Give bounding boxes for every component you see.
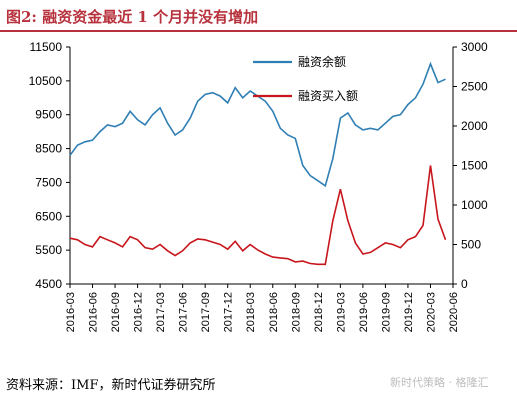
legend-label: 融资买入额 — [298, 89, 358, 103]
figure-title: 图2: 融资资金最近 1 个月并没有增加 — [6, 8, 259, 26]
line-chart: 4500 5500 6500 7500 8500 9500 10500 11500 0 500 1… — [29, 40, 488, 332]
left-tick-label: 11500 — [30, 40, 63, 54]
left-tick-label: 5500 — [35, 243, 62, 257]
right-axis-ticks: 0 500 1000 1500 2000 2500 3000 — [453, 40, 488, 291]
series-line-balance — [69, 61, 446, 188]
x-tick-label: 2017-12 — [223, 292, 235, 332]
x-tick-label: 2019-12 — [403, 292, 415, 332]
left-tick-label: 8500 — [35, 142, 62, 156]
x-tick-label: 2016-12 — [133, 292, 145, 332]
left-tick-label: 9500 — [35, 108, 62, 122]
left-tick-label: 7500 — [35, 175, 62, 189]
right-tick-label: 500 — [461, 238, 481, 252]
x-tick-label: 2019-09 — [380, 292, 392, 332]
left-tick-label: 4500 — [35, 277, 62, 291]
x-tick-label: 2016-06 — [88, 292, 100, 332]
title-rule — [0, 30, 517, 32]
x-tick-label: 2017-03 — [155, 292, 167, 332]
x-tick-label: 2017-06 — [178, 292, 190, 332]
x-tick-label: 2020-06 — [448, 292, 460, 332]
chart-axes — [69, 47, 454, 285]
left-axis-ticks: 4500 5500 6500 7500 8500 9500 10500 11500 — [29, 40, 70, 291]
x-tick-label: 2019-06 — [358, 292, 370, 332]
right-tick-label: 2000 — [461, 119, 488, 133]
x-tick-label: 2016-03 — [65, 292, 77, 332]
x-tick-label: 2018-06 — [268, 292, 280, 332]
right-tick-label: 1500 — [461, 159, 488, 173]
left-tick-label: 10500 — [29, 74, 63, 88]
legend-label: 融资余额 — [298, 54, 346, 69]
watermark: 新时代策略 · 格隆汇 — [390, 376, 489, 389]
left-tick-label: 6500 — [35, 209, 62, 223]
right-tick-label: 2500 — [461, 80, 488, 94]
series-line-purchase — [69, 165, 447, 266]
x-tick-label: 2018-09 — [290, 292, 302, 332]
x-tick-label: 2016-09 — [110, 292, 122, 332]
source-note: 资料来源：IMF，新时代证券研究所 — [6, 378, 216, 393]
x-tick-label: 2018-12 — [313, 292, 325, 332]
x-tick-label: 2020-03 — [425, 292, 437, 332]
x-tick-label: 2019-03 — [335, 292, 347, 332]
right-tick-label: 1000 — [461, 198, 488, 212]
x-tick-label: 2017-09 — [200, 292, 212, 332]
x-tick-label: 2018-03 — [245, 292, 257, 332]
x-axis-ticks: 2016-03 2016-06 2016-09 2016-12 2017-03 2017-… — [65, 284, 460, 332]
right-tick-label: 3000 — [461, 40, 488, 54]
right-tick-label: 0 — [461, 277, 468, 291]
